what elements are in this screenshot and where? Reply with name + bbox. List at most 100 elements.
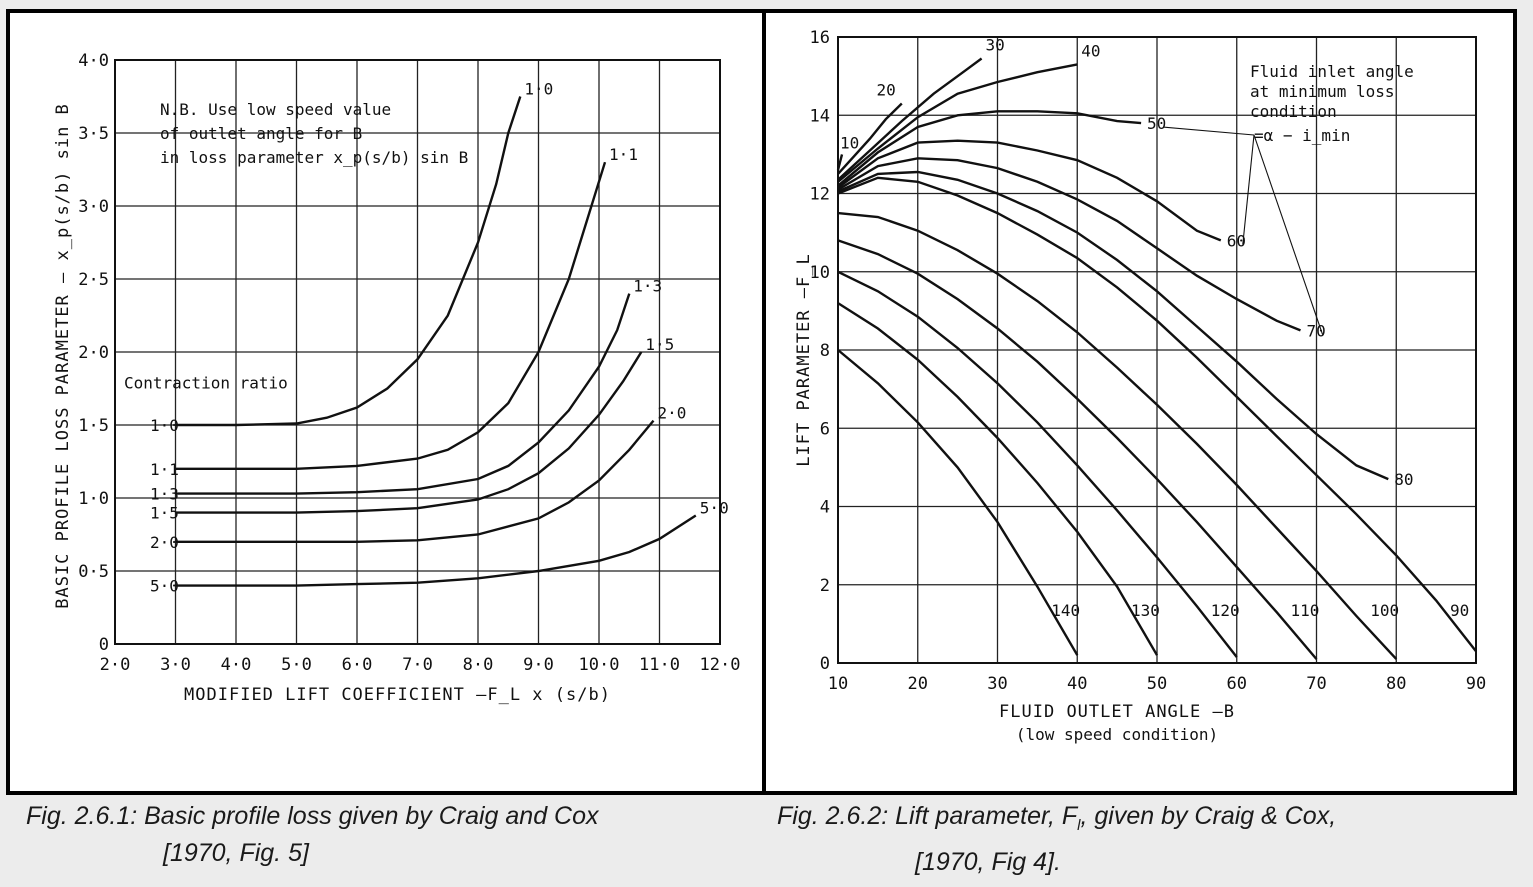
series-2-0-line [175,419,655,543]
y-tick-label: 3·5 [78,124,109,144]
y-tick-label: 4 [820,498,830,518]
y-tick-label: 2·0 [78,343,109,363]
y-tick-label: 2 [820,576,830,596]
caption-right-prefix: Fig. 2.6.2: Lift parameter, F [777,802,1078,830]
caption-right-suffix: , given by Craig & Cox, [1080,802,1337,830]
x-tick-label: 6·0 [342,655,373,675]
x-tick-label: 10·0 [579,655,620,675]
series-130-line [837,302,1159,656]
x-tick-label: 8·0 [463,655,494,675]
x-tick-label: 3·0 [160,655,191,675]
caption-right: Fig. 2.6.2: Lift parameter, Fl, given by… [777,798,1336,881]
y-tick-label: 14 [810,106,830,126]
series-1-1-end-label: 1·1 [609,145,638,164]
series-90-line [837,176,1477,653]
plot-area [114,59,721,645]
y-tick-label: 8 [820,341,830,361]
y-tick-label: 0 [820,654,830,674]
series-100-line [837,211,1398,660]
x-tick-label: 12·0 [700,655,741,675]
figure-frame: 2·0 3·0 4·0 5·0 6·0 7·0 8·0 9·0 10·0 11·0 12·0 0 0·5… [6,9,1517,795]
x-axis-label: MODIFIED LIFT COEFFICIENT —F_L x (s/b) [184,685,611,705]
legend-title: Contraction ratio [124,374,288,393]
series-1-3-left-label: 1·3 [150,485,179,504]
x-tick-label: 5·0 [281,655,312,675]
x-tick-label: 11·0 [639,655,680,675]
caption-left: Fig. 2.6.1: Basic profile loss given by … [26,798,599,872]
x-axis-label-2: (low speed condition) [1016,725,1218,744]
series-5-0-left-label: 5·0 [150,577,179,596]
y-tick-label: 0 [99,635,109,655]
series-80-line [837,170,1389,481]
series-80-label: 80 [1394,470,1413,489]
x-tick-label: 4·0 [221,655,252,675]
series-2-0-end-label: 2·0 [657,404,686,423]
y-axis-label: BASIC PROFILE LOSS PARAMETER — x_p(s/b) … [53,103,73,609]
series-1-3-line [175,293,631,495]
series-5-0-line [175,514,697,587]
series-120-label: 120 [1211,601,1240,620]
x-tick-label: 30 [987,674,1007,694]
x-axis-label: FLUID OUTLET ANGLE —B [999,702,1235,722]
series-1-1-line [175,161,607,470]
note-line-2: of outlet angle for B [160,124,362,143]
series-40-line [837,63,1078,183]
x-tick-label: 7·0 [402,655,433,675]
series-30-line [837,57,983,181]
series-140-label: 140 [1051,601,1080,620]
y-tick-label: 3·0 [78,197,109,217]
caption-left-line1: Fig. 2.6.1: Basic profile loss given by … [26,802,599,830]
x-tick-label: 80 [1386,674,1406,694]
note-line-1: N.B. Use low speed value [160,100,391,119]
series-120-line [837,270,1238,658]
caption-right-line2: [1970, Fig 4]. [915,848,1061,876]
note-line-3: in loss parameter x_p(s/b) sin B [160,148,468,167]
caption-right-subscript: l [1077,817,1081,834]
x-tick-label: 10 [828,674,848,694]
legend-title-line-4: =α − i_min [1254,126,1350,145]
y-tick-label: 4·0 [78,51,109,71]
series-20-line [837,102,903,175]
y-tick-label: 1·0 [78,489,109,509]
series-100-label: 100 [1370,601,1399,620]
y-tick-label: 1·5 [78,416,109,436]
series-1-5-line [175,351,643,514]
leader-line-70 [1253,134,1324,335]
series-10-label: 10 [840,133,859,152]
series-10-line [836,154,844,171]
leader-line-60 [1242,134,1255,245]
x-tick-label: 40 [1067,674,1087,694]
series-50-label: 50 [1147,114,1166,133]
x-tick-label: 20 [908,674,928,694]
series-110-line [837,239,1318,660]
y-tick-label: 6 [820,419,830,439]
series-30-label: 30 [986,36,1005,55]
series-2-0-left-label: 2·0 [150,533,179,552]
chart-divider [762,13,766,791]
x-tick-label: 60 [1227,674,1247,694]
series-140-line [837,349,1079,656]
x-tick-label: 2·0 [100,655,131,675]
series-1-0-line [175,96,522,427]
caption-right-line1: Fig. 2.6.2: Lift parameter, Fl, given by… [777,798,1336,844]
y-tick-label: 2·5 [78,270,109,290]
series-20-label: 20 [877,81,896,100]
series-1-5-left-label: 1·5 [150,504,179,523]
series-1-3-end-label: 1·3 [633,277,662,296]
x-tick-label: 9·0 [523,655,554,675]
leader-line-50 [1163,126,1255,136]
series-1-0-end-label: 1·0 [524,80,553,99]
series-50-line [837,110,1142,187]
legend-title-line-3: condition [1250,102,1337,121]
series-70-line [837,157,1301,332]
series-1-0-left-label: 1·0 [150,416,179,435]
x-tick-label: 50 [1147,674,1167,694]
series-90-label: 90 [1450,601,1469,620]
lift-parameter-chart: 10 20 30 40 50 60 70 80 90 0 2 4 6 8 10 12 14 16 FLUID OUT… [794,28,1486,744]
caption-left-line2: [1970, Fig. 5] [163,839,309,867]
legend-title-line-1: Fluid inlet angle [1250,62,1414,81]
series-60-line [837,139,1222,242]
series-1-5-end-label: 1·5 [645,335,674,354]
y-tick-label: 10 [810,263,830,283]
y-tick-label: 0·5 [78,562,109,582]
